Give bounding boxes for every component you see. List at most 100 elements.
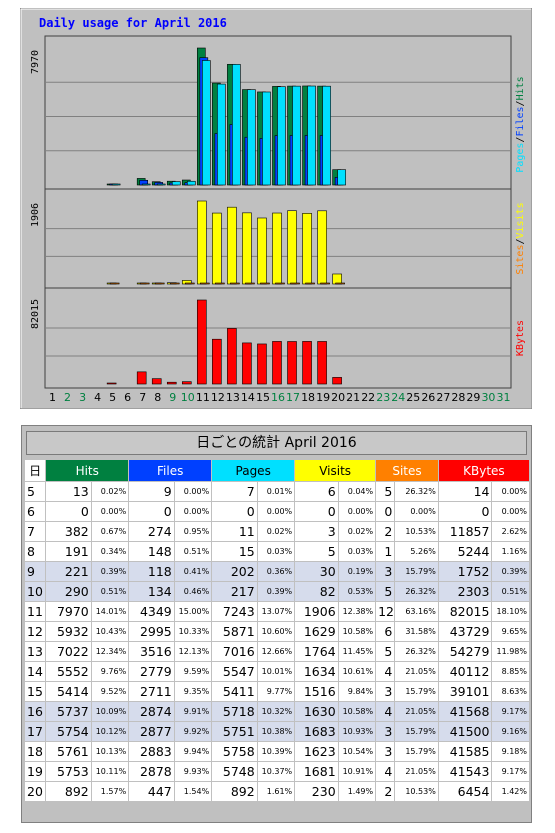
bar-pages-day-18 bbox=[307, 85, 316, 186]
kbytes-percent-cell: 11.98% bbox=[492, 642, 529, 661]
hits-percent-cell: 12.34% bbox=[91, 642, 129, 661]
bar-pages-day-10 bbox=[186, 180, 196, 186]
hits-percent-cell: 0.51% bbox=[91, 582, 129, 601]
x-tick-label: 22 bbox=[361, 391, 375, 404]
chart-canvas: Daily usage for April 20167970Pages/File… bbox=[20, 8, 532, 409]
files-value-cell: 2711 bbox=[129, 682, 174, 701]
files-value-cell: 4349 bbox=[129, 602, 174, 621]
hits-value-cell: 7970 bbox=[46, 602, 91, 621]
files-percent-cell: 9.59% bbox=[174, 662, 212, 681]
hits-percent-cell: 10.09% bbox=[91, 702, 129, 721]
bar-sites-day-17 bbox=[290, 282, 300, 285]
table-row: 7 382 0.67% 274 0.95% 11 0.02% 3 0.02% 2 10.53% 118… bbox=[25, 522, 529, 541]
bar-sites-day-18 bbox=[305, 282, 315, 285]
visits-value-cell: 6 bbox=[295, 482, 338, 501]
bar-visits-day-11 bbox=[197, 200, 207, 285]
table-row: 5 13 0.02% 9 0.00% 7 0.01% 6 0.04% 5 26.32% 14 0.00% bbox=[25, 482, 529, 501]
x-tick-label: 9 bbox=[169, 391, 176, 404]
x-tick-label: 28 bbox=[451, 391, 465, 404]
daily-stats-table: 日 Hits Files Pages Visits Sites KBytes 5… bbox=[24, 459, 530, 802]
visits-percent-cell: 10.54% bbox=[338, 742, 376, 761]
sites-percent-cell: 26.32% bbox=[395, 642, 438, 661]
bar-pages-day-15 bbox=[262, 91, 271, 186]
day-cell: 19 bbox=[25, 762, 46, 781]
sites-value-cell: 5 bbox=[376, 582, 395, 601]
sites-percent-cell: 63.16% bbox=[395, 602, 438, 621]
day-cell: 17 bbox=[25, 722, 46, 741]
sites-percent-cell: 10.53% bbox=[395, 522, 438, 541]
bar-sites-day-13 bbox=[230, 282, 240, 285]
bar-kbytes-day-17 bbox=[287, 341, 297, 385]
hits-percent-cell: 0.00% bbox=[91, 502, 129, 521]
bar-visits-day-14 bbox=[242, 212, 252, 285]
hits-value-cell: 7022 bbox=[46, 642, 91, 661]
sites-value-cell: 5 bbox=[376, 642, 395, 661]
day-cell: 7 bbox=[25, 522, 46, 541]
visits-percent-cell: 10.93% bbox=[338, 722, 376, 741]
files-value-cell: 447 bbox=[129, 782, 174, 801]
bar-visits-day-20 bbox=[332, 273, 342, 285]
pages-percent-cell: 0.39% bbox=[257, 582, 295, 601]
files-value-cell: 134 bbox=[129, 582, 174, 601]
bar-visits-day-12 bbox=[212, 212, 222, 285]
bar-sites-day-12 bbox=[215, 282, 225, 285]
kbytes-percent-cell: 9.16% bbox=[492, 722, 529, 741]
files-percent-cell: 0.00% bbox=[174, 482, 212, 501]
bar-sites-day-14 bbox=[245, 282, 255, 285]
pages-value-cell: 5751 bbox=[212, 722, 257, 741]
sites-percent-cell: 21.05% bbox=[395, 702, 438, 721]
bar-kbytes-day-15 bbox=[257, 343, 267, 385]
files-value-cell: 9 bbox=[129, 482, 174, 501]
kbytes-value-cell: 2303 bbox=[438, 582, 492, 601]
visits-percent-cell: 0.02% bbox=[338, 522, 376, 541]
kbytes-value-cell: 41568 bbox=[438, 702, 492, 721]
x-tick-label: 23 bbox=[376, 391, 390, 404]
bar-pages-day-20 bbox=[337, 169, 346, 186]
table-row: 13 7022 12.34% 3516 12.13% 7016 12.66% 1764 11.4… bbox=[25, 642, 529, 661]
bar-kbytes-day-19 bbox=[317, 341, 327, 385]
hits-value-cell: 221 bbox=[46, 562, 91, 581]
sites-percent-cell: 21.05% bbox=[395, 762, 438, 781]
visits-percent-cell: 0.03% bbox=[338, 542, 376, 561]
kbytes-value-cell: 43729 bbox=[438, 622, 492, 641]
visits-percent-cell: 10.61% bbox=[338, 662, 376, 681]
legend-entry: Pages bbox=[515, 143, 526, 173]
table-row: 16 5737 10.09% 2874 9.91% 5718 10.32% 1630 10.58… bbox=[25, 702, 529, 721]
kbytes-percent-cell: 1.42% bbox=[492, 782, 529, 801]
bar-pages-day-13 bbox=[232, 64, 241, 186]
bar-kbytes-day-11 bbox=[197, 299, 207, 385]
files-value-cell: 2878 bbox=[129, 762, 174, 781]
x-tick-label: 14 bbox=[241, 391, 255, 404]
day-cell: 11 bbox=[25, 602, 46, 621]
hits-percent-cell: 0.34% bbox=[91, 542, 129, 561]
sites-value-cell: 2 bbox=[376, 782, 395, 801]
bar-sites-day-5 bbox=[109, 282, 120, 285]
sites-value-cell: 5 bbox=[376, 482, 395, 501]
sites-value-cell: 3 bbox=[376, 682, 395, 701]
bar-visits-day-15 bbox=[257, 217, 267, 285]
bar-pages-day-17 bbox=[292, 85, 301, 186]
x-tick-label: 19 bbox=[316, 391, 330, 404]
x-tick-label: 1 bbox=[49, 391, 56, 404]
x-tick-label: 2 bbox=[64, 391, 71, 404]
bar-kbytes-day-12 bbox=[212, 338, 222, 385]
files-percent-cell: 9.35% bbox=[174, 682, 212, 701]
day-cell: 18 bbox=[25, 742, 46, 761]
table-row: 11 7970 14.01% 4349 15.00% 7243 13.07% 1906 12.3… bbox=[25, 602, 529, 621]
bar-visits-day-19 bbox=[317, 210, 327, 285]
x-tick-label: 3 bbox=[79, 391, 86, 404]
header-files: Files bbox=[129, 460, 212, 481]
kbytes-percent-cell: 9.18% bbox=[492, 742, 529, 761]
files-value-cell: 2883 bbox=[129, 742, 174, 761]
bar-pages-day-14 bbox=[247, 89, 256, 186]
chart-title: Daily usage for April 2016 bbox=[39, 16, 227, 30]
table-row: 17 5754 10.12% 2877 9.92% 5751 10.38% 1683 10.93… bbox=[25, 722, 529, 741]
sites-percent-cell: 10.53% bbox=[395, 782, 438, 801]
visits-value-cell: 3 bbox=[295, 522, 338, 541]
kbytes-value-cell: 82015 bbox=[438, 602, 492, 621]
hits-percent-cell: 14.01% bbox=[91, 602, 129, 621]
table-row: 19 5753 10.11% 2878 9.93% 5748 10.37% 1681 10.91… bbox=[25, 762, 529, 781]
day-cell: 15 bbox=[25, 682, 46, 701]
visits-percent-cell: 1.49% bbox=[338, 782, 376, 801]
files-percent-cell: 9.91% bbox=[174, 702, 212, 721]
